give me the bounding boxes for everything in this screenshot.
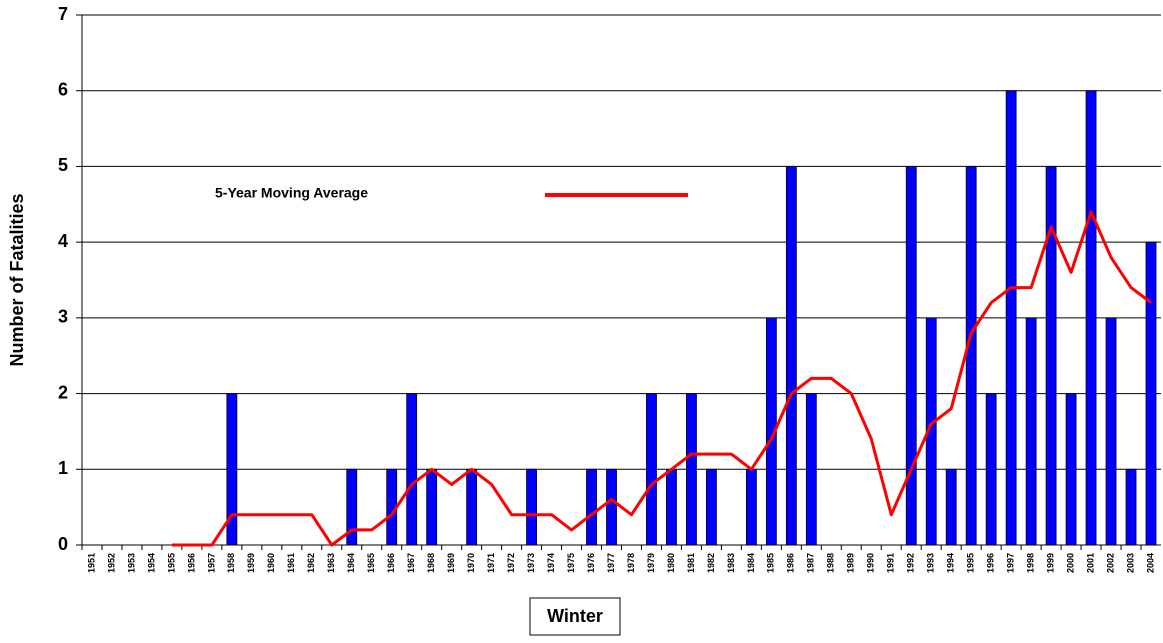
x-tick-label: 1953	[126, 553, 136, 573]
x-tick-label: 1975	[566, 553, 576, 573]
x-tick-label: 1966	[386, 553, 396, 573]
x-tick-label: 1983	[726, 553, 736, 573]
x-tick-label: 1952	[106, 553, 116, 573]
x-tick-label: 1984	[746, 553, 756, 573]
y-tick-label: 4	[58, 231, 68, 251]
x-tick-label: 1999	[1045, 553, 1055, 573]
x-tick-label: 1960	[266, 553, 276, 573]
bar	[785, 166, 797, 546]
y-axis-title: Number of Fatalities	[7, 193, 27, 366]
x-tick-label: 1996	[986, 553, 996, 573]
bar	[1045, 166, 1057, 546]
x-tick-label: 1980	[666, 553, 676, 573]
x-tick-label: 1985	[766, 553, 776, 573]
x-tick-label: 1970	[466, 553, 476, 573]
x-title-box	[529, 597, 621, 636]
bar	[965, 166, 977, 546]
bar	[1145, 241, 1157, 546]
bar	[985, 393, 997, 546]
y-tick-label: 5	[58, 155, 68, 175]
x-tick-label: 1955	[166, 553, 176, 573]
x-tick-label: 1993	[926, 553, 936, 573]
x-tick-label: 1965	[366, 553, 376, 573]
x-tick-label: 1967	[406, 553, 416, 573]
y-tick-label: 6	[58, 79, 68, 99]
x-tick-label: 1991	[886, 553, 896, 573]
x-tick-label: 1998	[1025, 553, 1035, 573]
x-tick-label: 1989	[846, 553, 856, 573]
x-tick-label: 1969	[446, 553, 456, 573]
x-tick-label: 2003	[1125, 553, 1135, 573]
y-tick-label: 2	[58, 382, 68, 402]
bar	[905, 166, 917, 546]
x-tick-label: 1974	[546, 553, 556, 573]
x-tick-label: 1976	[586, 553, 596, 573]
bar	[1025, 317, 1037, 546]
x-tick-label: 1972	[506, 553, 516, 573]
x-tick-label: 1957	[206, 553, 216, 573]
x-tick-label: 1981	[686, 553, 696, 573]
x-tick-label: 1951	[86, 553, 96, 573]
bar	[686, 393, 697, 546]
bar	[1085, 90, 1097, 546]
x-tick-label: 2001	[1085, 553, 1095, 573]
bar	[1105, 317, 1117, 546]
x-tick-label: 2000	[1065, 553, 1075, 573]
bar	[666, 468, 677, 546]
x-tick-label: 1992	[906, 553, 916, 573]
bar	[426, 468, 438, 546]
x-tick-label: 1977	[606, 553, 616, 573]
x-tick-label: 2002	[1105, 553, 1115, 573]
x-tick-label: 1982	[706, 553, 716, 573]
x-tick-label: 1988	[826, 553, 836, 573]
x-tick-label: 1964	[346, 553, 356, 573]
x-tick-label: 1979	[646, 553, 656, 573]
x-axis-title: Winter	[547, 606, 603, 626]
bar	[406, 393, 418, 546]
bar	[745, 468, 757, 546]
x-tick-label: 1997	[1006, 553, 1016, 573]
bar	[1005, 90, 1017, 546]
bar	[706, 468, 717, 546]
x-tick-label: 1971	[486, 553, 496, 573]
x-tick-label: 1956	[186, 553, 196, 573]
y-tick-label: 3	[58, 307, 68, 327]
x-tick-label: 1994	[946, 553, 956, 573]
bar	[1125, 468, 1137, 546]
y-tick-label: 0	[58, 534, 68, 554]
bar	[466, 468, 478, 546]
x-tick-label: 1954	[146, 553, 156, 573]
bar	[646, 393, 657, 546]
x-tick-label: 1978	[626, 553, 636, 573]
y-tick-label: 7	[58, 4, 68, 24]
bar	[945, 468, 957, 546]
bar	[805, 393, 817, 546]
x-tick-label: 1959	[246, 553, 256, 573]
bar	[1065, 393, 1077, 546]
x-tick-label: 1990	[866, 553, 876, 573]
x-tick-label: 1987	[806, 553, 816, 573]
x-tick-label: 1995	[966, 553, 976, 573]
x-tick-label: 1986	[786, 553, 796, 573]
bar	[606, 468, 617, 546]
x-tick-label: 1973	[526, 553, 536, 573]
x-tick-label: 1963	[326, 553, 336, 573]
x-tick-label: 1962	[306, 553, 316, 573]
y-tick-label: 1	[58, 458, 68, 478]
x-tick-label: 1968	[426, 553, 436, 573]
x-tick-label: 2004	[1145, 553, 1155, 573]
x-tick-label: 1961	[286, 553, 296, 573]
moving-average-line	[171, 210, 1152, 547]
bar	[586, 468, 597, 546]
legend-label: 5-Year Moving Average	[215, 185, 368, 201]
x-tick-label: 1958	[226, 553, 236, 573]
bar	[526, 468, 537, 546]
